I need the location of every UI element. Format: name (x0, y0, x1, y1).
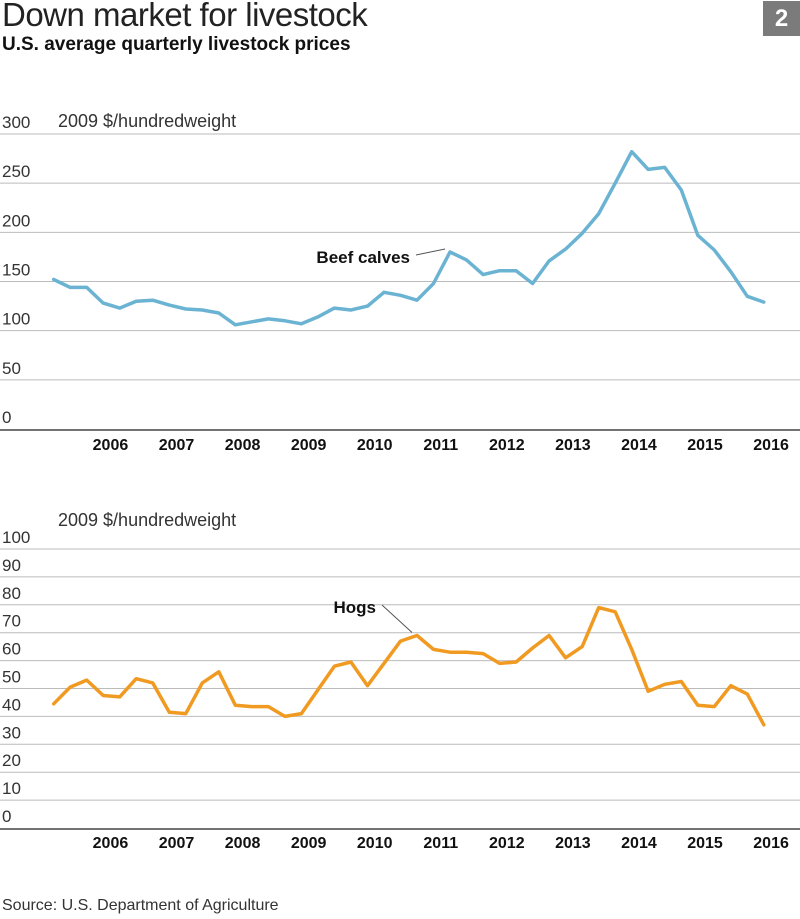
y-tick-label: 30 (2, 723, 21, 742)
chart-title: Down market for livestock (2, 0, 368, 33)
y-tick-label: 200 (2, 211, 30, 230)
x-tick-label: 2015 (687, 437, 723, 454)
x-tick-label: 2007 (159, 437, 195, 454)
series-line-beef (51, 149, 766, 327)
x-tick-label: 2010 (357, 835, 393, 852)
x-tick-label: 2009 (291, 835, 327, 852)
beef-calves-chart: 0 50 100 150 200 250 300 2009 $/hundredweight 20… (0, 111, 800, 454)
y-tick-label: 0 (2, 807, 11, 826)
annotation-leader-line (415, 248, 446, 256)
series-annotation-label: Hogs (334, 598, 377, 617)
x-tick-label: 2011 (423, 835, 458, 852)
x-tick-label: 2007 (159, 835, 195, 852)
x-tick-label: 2008 (225, 437, 261, 454)
x-tick-label: 2016 (753, 437, 789, 454)
y-tick-label: 90 (2, 556, 21, 575)
annotation-leader-line (381, 604, 413, 633)
y-tick-label: 150 (2, 261, 30, 280)
x-tick-label: 2013 (555, 835, 591, 852)
x-tick-label: 2016 (753, 835, 789, 852)
x-tick-label: 2014 (621, 437, 657, 454)
y-tick-label: 20 (2, 751, 21, 770)
chart-subtitle: U.S. average quarterly livestock prices (2, 34, 351, 55)
x-tick-label: 2015 (687, 835, 723, 852)
x-tick-label: 2014 (621, 835, 657, 852)
x-tick-label: 2012 (489, 437, 525, 454)
y-tick-label: 50 (2, 359, 21, 378)
x-tick-label: 2011 (423, 437, 458, 454)
x-tick-label: 2008 (225, 835, 261, 852)
y-tick-label: 0 (2, 408, 11, 427)
y-tick-label: 60 (2, 640, 21, 659)
x-tick-label: 2006 (93, 835, 129, 852)
x-tick-label: 2009 (291, 437, 327, 454)
y-tick-label: 250 (2, 162, 30, 181)
y-tick-label: 100 (2, 528, 30, 547)
hogs-chart: 0 10 20 30 40 50 60 70 80 90 100 2009 $/hundredweig… (0, 510, 800, 852)
x-tick-label: 2010 (357, 437, 393, 454)
y-tick-label: 300 (2, 113, 30, 132)
y-tick-label: 100 (2, 310, 30, 329)
x-tick-label: 2013 (555, 437, 591, 454)
series-line-hogs (51, 605, 766, 727)
y-axis-unit-label: 2009 $/hundredweight (58, 111, 236, 131)
x-tick-label: 2012 (489, 835, 525, 852)
y-axis-unit-label: 2009 $/hundredweight (58, 510, 236, 530)
source-note: Source: U.S. Department of Agriculture (2, 897, 279, 914)
y-tick-label: 40 (2, 695, 21, 714)
x-tick-label: 2006 (93, 437, 129, 454)
figure-number-badge: 2 (763, 1, 800, 36)
y-tick-label: 70 (2, 612, 21, 631)
series-annotation-label: Beef calves (316, 248, 410, 267)
y-tick-label: 10 (2, 779, 21, 798)
y-tick-label: 80 (2, 584, 21, 603)
y-tick-label: 50 (2, 668, 21, 687)
